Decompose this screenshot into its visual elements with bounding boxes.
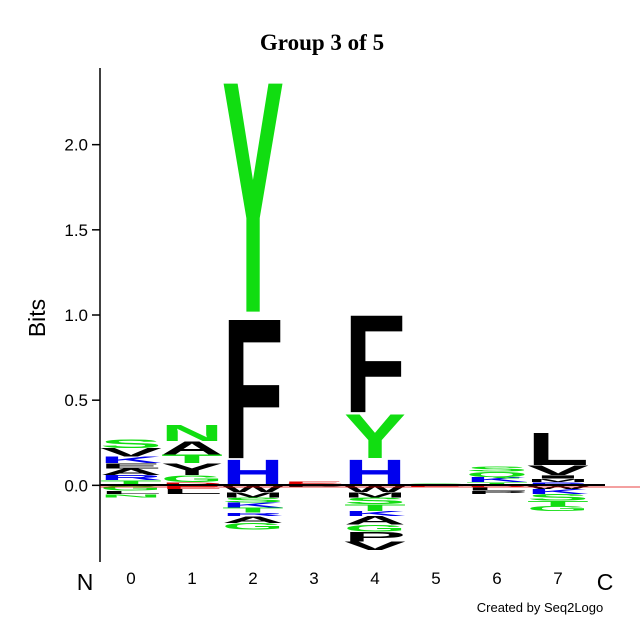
y-tick-label: 0.5 bbox=[64, 391, 88, 410]
letter: L bbox=[466, 486, 531, 491]
letter: F bbox=[344, 287, 406, 444]
letter: K bbox=[100, 455, 162, 466]
credit: Created by Seq2Logo bbox=[477, 600, 603, 615]
letter: Y bbox=[344, 401, 406, 472]
x-tick-label: 4 bbox=[370, 569, 379, 588]
letter: E bbox=[283, 481, 347, 484]
y-tick-label: 1.5 bbox=[64, 221, 88, 240]
letter: A bbox=[100, 467, 162, 478]
logo-stacks: TRAEKVSGLNDGYTANELHFYWMSKTRAGDEPHYFWMSTK… bbox=[100, 12, 597, 553]
x-tick-label: 1 bbox=[187, 569, 196, 588]
letter: H bbox=[222, 451, 284, 493]
letter: A bbox=[222, 515, 284, 526]
y-axis-label: Bits bbox=[24, 299, 50, 337]
letter: G bbox=[161, 474, 223, 485]
y-tick-label: 2.0 bbox=[64, 136, 88, 155]
letter: F bbox=[222, 277, 284, 502]
letter: M bbox=[344, 491, 406, 499]
letter: L bbox=[100, 490, 165, 495]
letter: T bbox=[466, 481, 531, 486]
letter: A bbox=[344, 515, 407, 528]
letter: T bbox=[527, 499, 597, 507]
letter: N bbox=[100, 493, 166, 498]
letter: P bbox=[344, 529, 406, 545]
letter: Y bbox=[222, 12, 284, 382]
letter: D bbox=[161, 481, 227, 486]
x-tick-label: 2 bbox=[248, 569, 257, 588]
letter: D bbox=[466, 485, 528, 488]
x-tick-label: 7 bbox=[553, 569, 562, 588]
letter: T bbox=[344, 503, 407, 514]
letter: S bbox=[466, 465, 531, 473]
letter: G bbox=[222, 522, 284, 533]
letter: K bbox=[466, 475, 536, 483]
letter: K bbox=[222, 501, 292, 509]
x-tick-label: 3 bbox=[309, 569, 318, 588]
letter: K bbox=[527, 487, 597, 495]
letter: V bbox=[100, 447, 168, 460]
letter: G bbox=[527, 504, 592, 512]
letter: V bbox=[344, 540, 412, 553]
letter: M bbox=[222, 491, 284, 499]
x-tick-label: 0 bbox=[126, 569, 135, 588]
y-tick-label: 0.0 bbox=[64, 476, 88, 495]
letter: G bbox=[344, 524, 406, 535]
letter: L bbox=[161, 487, 223, 495]
letter: K bbox=[344, 510, 414, 518]
letter: R bbox=[527, 481, 593, 486]
letter: T bbox=[100, 479, 170, 487]
letter: Q bbox=[466, 470, 531, 478]
letter: A bbox=[161, 438, 224, 459]
letter: N bbox=[161, 420, 223, 446]
letter: W bbox=[222, 484, 290, 495]
x-tick-label: 6 bbox=[492, 569, 501, 588]
y-tick-label: 1.0 bbox=[64, 306, 88, 325]
letter: S bbox=[344, 496, 411, 507]
n-terminus-label: N bbox=[77, 569, 94, 595]
letter: P bbox=[283, 485, 347, 488]
letter: S bbox=[527, 493, 594, 504]
letter: L bbox=[527, 423, 589, 476]
letter: S bbox=[100, 438, 162, 451]
letter: E bbox=[100, 462, 165, 470]
letter: P bbox=[466, 490, 528, 495]
x-tick-label: 5 bbox=[431, 569, 440, 588]
letter: V bbox=[527, 462, 596, 478]
letter: M bbox=[527, 478, 589, 483]
letter: I bbox=[527, 474, 589, 479]
letter: G bbox=[100, 484, 165, 492]
letter: H bbox=[344, 451, 406, 493]
letter: R bbox=[100, 474, 170, 482]
letter: S bbox=[222, 496, 287, 504]
letter: Y bbox=[161, 461, 223, 479]
letter: T bbox=[222, 506, 292, 514]
letter: W bbox=[344, 484, 412, 495]
letter: E bbox=[405, 485, 469, 488]
c-terminus-label: C bbox=[597, 569, 614, 595]
letter: R bbox=[222, 512, 288, 517]
letter: T bbox=[161, 454, 226, 467]
chart-title: Group 3 of 5 bbox=[260, 30, 384, 55]
